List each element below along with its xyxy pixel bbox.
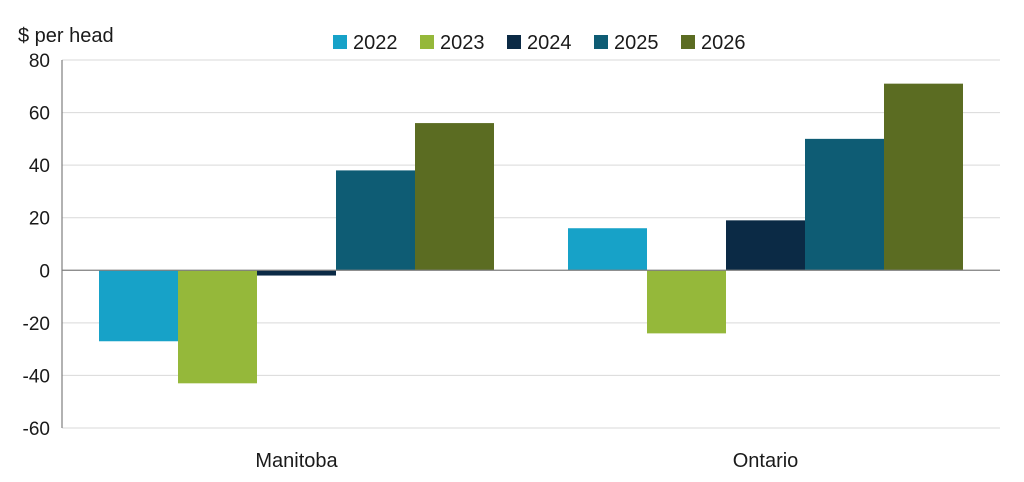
y-tick-label: -20 xyxy=(23,314,50,335)
legend-label-2024: 2024 xyxy=(527,32,572,54)
bar-manitoba-2025 xyxy=(336,170,415,271)
bar-ontario-2024 xyxy=(726,220,805,271)
legend-swatch-2026 xyxy=(681,35,695,49)
legend-label-2022: 2022 xyxy=(353,32,398,54)
legend-swatch-2025 xyxy=(594,35,608,49)
bar-manitoba-2023 xyxy=(178,270,257,384)
legend-swatch-2023 xyxy=(420,35,434,49)
legend-label-2026: 2026 xyxy=(701,32,746,54)
bar-ontario-2025 xyxy=(805,138,884,271)
y-tick-label: 20 xyxy=(29,209,50,230)
y-tick-label: -60 xyxy=(23,419,50,440)
bar-ontario-2023 xyxy=(647,270,726,334)
y-tick-labels: 80 60 40 20 0 -20 -40 -60 xyxy=(23,51,50,440)
bar-ontario-2026 xyxy=(884,83,963,271)
bar-manitoba-2024 xyxy=(257,270,336,276)
legend-swatch-2022 xyxy=(333,35,347,49)
y-tick-label: 0 xyxy=(39,261,50,282)
y-tick-label: 60 xyxy=(29,104,50,125)
y-tick-label: -40 xyxy=(23,366,50,387)
category-label: Ontario xyxy=(733,450,799,472)
bars xyxy=(99,83,963,384)
category-label: Manitoba xyxy=(255,450,338,472)
legend-label-2025: 2025 xyxy=(614,32,659,54)
bar-manitoba-2026 xyxy=(415,123,494,271)
y-axis-label: $ per head xyxy=(18,25,114,47)
y-tick-label: 40 xyxy=(29,156,50,177)
category-labels: Manitoba Ontario xyxy=(255,450,798,472)
y-tick-label: 80 xyxy=(29,51,50,72)
legend-label-2023: 2023 xyxy=(440,32,485,54)
bar-ontario-2022 xyxy=(568,228,647,271)
legend-swatch-2024 xyxy=(507,35,521,49)
legend: 2022 2023 2024 2025 2026 xyxy=(333,32,746,54)
bar-manitoba-2022 xyxy=(99,270,178,342)
